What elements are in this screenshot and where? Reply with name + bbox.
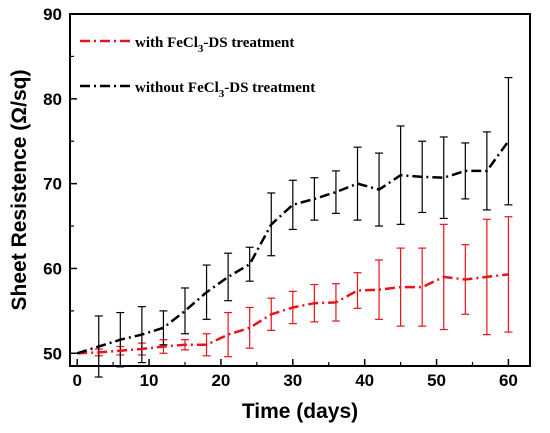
x-tick-label: 50 <box>427 371 446 390</box>
x-tick-label: 0 <box>72 371 81 390</box>
x-tick-label: 20 <box>211 371 230 390</box>
series-line-1 <box>76 140 510 355</box>
y-ticks: 50 60 70 80 90 <box>43 5 77 363</box>
x-axis-title: Time (days) <box>242 400 358 423</box>
x-tick-label: 10 <box>140 371 159 390</box>
error-bars <box>94 77 513 378</box>
y-tick-label: 60 <box>43 259 62 278</box>
series-lines <box>76 140 510 355</box>
legend-label-with-treatment: with FeCl3-DS treatment <box>135 35 294 55</box>
x-tick-label: 30 <box>283 371 302 390</box>
x-tick-label: 40 <box>355 371 374 390</box>
legend-label-without-treatment: without FeCl3-DS treatment <box>135 80 315 100</box>
x-ticks: 0 10 20 30 40 50 60 <box>72 359 518 390</box>
y-axis-title: Sheet Resistence (Ω/sq) <box>8 70 31 311</box>
y-tick-label: 50 <box>43 344 62 363</box>
plot-frame <box>69 13 531 367</box>
x-tick-label: 60 <box>499 371 518 390</box>
series-line-0 <box>77 273 509 355</box>
legend: with FeCl3-DS treatment without FeCl3-DS… <box>80 35 315 100</box>
y-tick-label: 70 <box>43 175 62 194</box>
y-tick-label: 80 <box>43 90 62 109</box>
y-tick-label: 90 <box>43 5 62 24</box>
